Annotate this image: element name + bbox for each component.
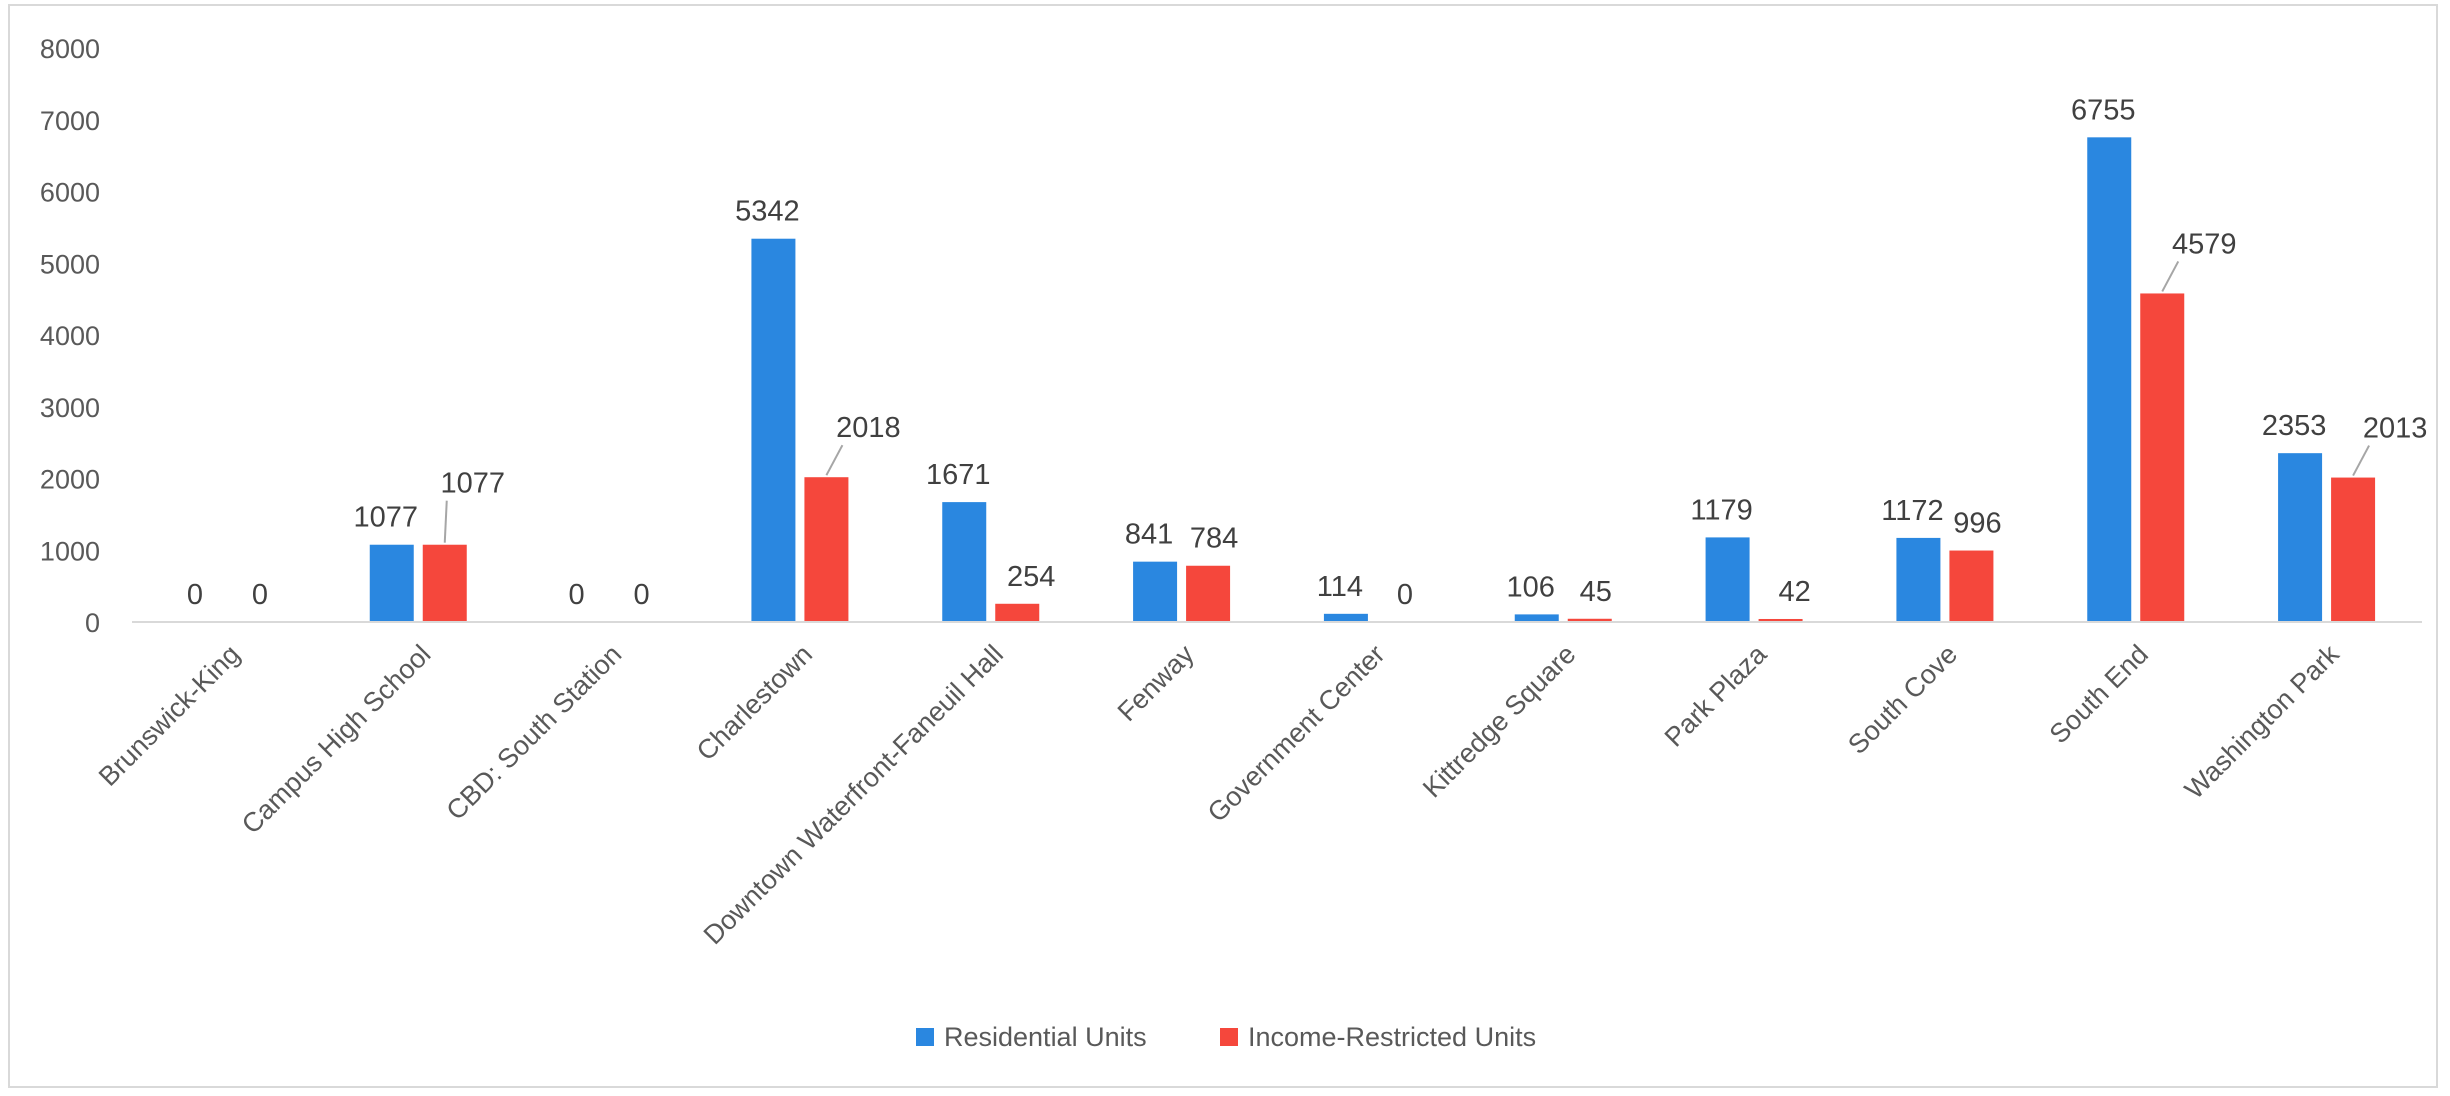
data-label-residential-11: 2353 <box>2262 410 2327 442</box>
data-label-income-restricted-8: 42 <box>1778 576 1810 608</box>
bar-income-restricted-8 <box>1758 618 1803 622</box>
data-label-income-restricted-1: 1077 <box>440 468 505 500</box>
x-category-label-0: Brunswick-King <box>93 639 246 792</box>
x-category-label-5: Fenway <box>1112 639 1200 727</box>
data-label-residential-2: 0 <box>569 579 585 611</box>
x-category-label-6: Government Center <box>1202 639 1391 828</box>
bar-income-restricted-10 <box>2140 293 2185 622</box>
data-label-residential-8: 1179 <box>1690 494 1752 526</box>
data-label-residential-3: 5342 <box>735 196 800 228</box>
y-tick-label-8: 8000 <box>40 34 100 64</box>
bars <box>369 137 2376 623</box>
x-category-label-4: Downtown Waterfront-Faneuil Hall <box>698 639 1009 950</box>
bar-income-restricted-7 <box>1567 618 1612 622</box>
data-label-residential-7: 106 <box>1507 571 1555 603</box>
x-category-label-9: South Cove <box>1842 639 1963 760</box>
bar-income-restricted-4 <box>995 603 1040 622</box>
data-label-residential-5: 841 <box>1125 519 1173 551</box>
data-label-income-restricted-11: 2013 <box>2363 413 2428 445</box>
bar-residential-4 <box>942 502 987 622</box>
bar-residential-7 <box>1514 614 1559 622</box>
data-label-residential-1: 1077 <box>353 502 418 534</box>
leader-line-1 <box>443 500 448 543</box>
data-label-income-restricted-3: 2018 <box>836 412 901 444</box>
x-category-label-1: Campus High School <box>236 639 437 840</box>
chart-area: 0 1000 2000 3000 4000 5000 6000 7000 8000 0 0 1077… <box>8 4 2438 1088</box>
bar-residential-11 <box>2278 453 2323 622</box>
data-label-residential-4: 1671 <box>926 459 991 491</box>
bar-residential-5 <box>1133 561 1178 622</box>
data-label-income-restricted-2: 0 <box>634 579 650 611</box>
leader-line-3 <box>825 444 844 476</box>
data-label-residential-10: 6755 <box>2071 94 2136 126</box>
y-tick-label-6: 6000 <box>40 178 100 208</box>
x-category-label-11: Washington Park <box>2179 639 2345 805</box>
legend-swatch-1 <box>1220 1028 1238 1046</box>
bar-residential-10 <box>2087 137 2132 623</box>
data-label-income-restricted-6: 0 <box>1397 579 1413 611</box>
x-category-label-10: South End <box>2044 639 2154 749</box>
y-tick-label-3: 3000 <box>40 393 100 423</box>
data-label-residential-6: 114 <box>1317 571 1363 603</box>
leader-line-11 <box>2352 445 2370 477</box>
data-label-income-restricted-5: 784 <box>1190 523 1238 555</box>
bar-income-restricted-5 <box>1186 565 1231 622</box>
data-labels: 0 0 1077 1077 0 0 5342 2018 1671 254 841 784 114 0 106… <box>187 94 2427 611</box>
legend: Residential Units Income-Restricted Units <box>916 1022 1536 1052</box>
y-tick-label-2: 2000 <box>40 465 100 495</box>
bar-income-restricted-9 <box>1949 550 1994 622</box>
bar-income-restricted-11 <box>2331 477 2376 622</box>
data-label-income-restricted-10: 4579 <box>2172 228 2237 260</box>
data-label-residential-9: 1172 <box>1881 495 1943 527</box>
bar-income-restricted-1 <box>422 544 467 622</box>
legend-label-1: Income-Restricted Units <box>1248 1022 1536 1052</box>
y-tick-label-1: 1000 <box>40 536 100 566</box>
y-tick-label-5: 5000 <box>40 249 100 279</box>
y-tick-label-7: 7000 <box>40 106 100 136</box>
data-label-income-restricted-7: 45 <box>1580 576 1612 608</box>
x-category-label-7: Kittredge Square <box>1417 639 1582 804</box>
data-label-leader-lines <box>443 260 2370 543</box>
x-category-label-8: Park Plaza <box>1659 638 1773 752</box>
legend-swatch-0 <box>916 1028 934 1046</box>
y-tick-label-0: 0 <box>85 608 100 638</box>
data-label-income-restricted-9: 996 <box>1953 508 2001 540</box>
leader-line-10 <box>2161 260 2180 292</box>
x-category-label-2: CBD: South Station <box>441 639 628 826</box>
data-label-income-restricted-4: 254 <box>1007 561 1055 593</box>
bar-residential-1 <box>369 544 414 622</box>
x-category-label-3: Charlestown <box>691 639 818 766</box>
bar-residential-6 <box>1323 613 1368 622</box>
y-axis-tick-labels: 0 1000 2000 3000 4000 5000 6000 7000 8000 <box>40 34 100 638</box>
bar-income-restricted-3 <box>804 477 849 622</box>
legend-label-0: Residential Units <box>944 1022 1147 1052</box>
bar-residential-8 <box>1705 537 1750 622</box>
bar-residential-3 <box>751 238 796 623</box>
data-label-residential-0: 0 <box>187 579 203 611</box>
y-tick-label-4: 4000 <box>40 321 100 351</box>
bar-residential-9 <box>1896 537 1941 622</box>
bar-chart: 0 1000 2000 3000 4000 5000 6000 7000 8000 0 0 1077… <box>40 34 2427 1052</box>
data-label-income-restricted-0: 0 <box>252 579 268 611</box>
